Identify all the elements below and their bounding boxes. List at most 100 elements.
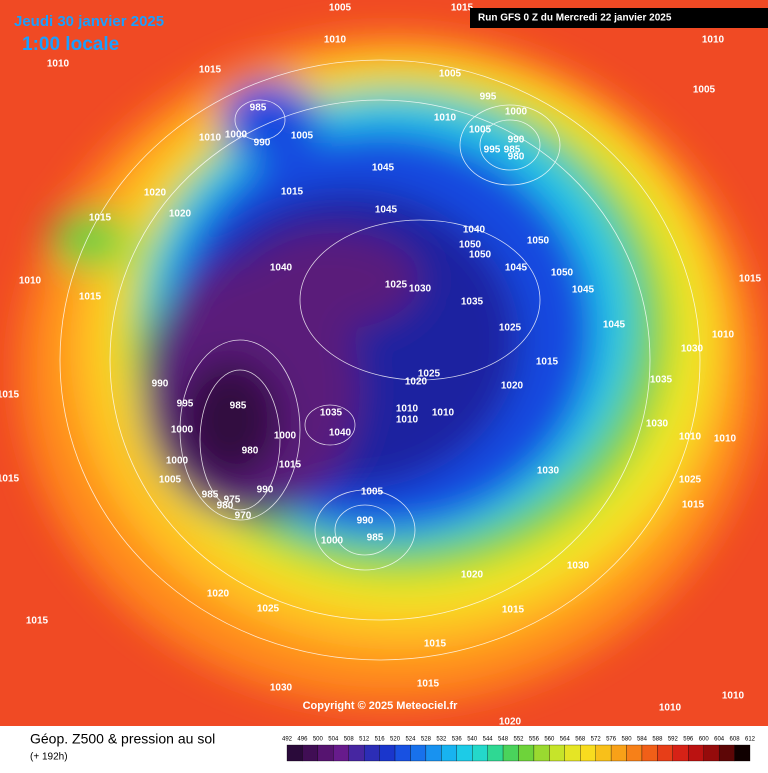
colorbar-label: 564 bbox=[560, 737, 571, 743]
colorbar-swatch bbox=[580, 744, 596, 762]
colorbar-swatch bbox=[564, 744, 581, 762]
pressure-label: 1030 bbox=[681, 344, 704, 355]
date: Jeudi 30 janvier 2025 bbox=[14, 13, 164, 30]
colorbar-swatch bbox=[502, 744, 519, 762]
footer-title: Géop. Z500 & pression au sol bbox=[30, 731, 215, 747]
pressure-label: 1045 bbox=[372, 163, 395, 174]
pressure-label: 985 bbox=[250, 103, 267, 114]
colorbar-swatch bbox=[533, 744, 550, 762]
colorbar-swatch bbox=[487, 744, 504, 762]
pressure-label: 1050 bbox=[469, 250, 492, 261]
pressure-label: 1010 bbox=[712, 330, 735, 341]
time: 1:00 locale bbox=[22, 34, 119, 55]
colorbar-label: 516 bbox=[375, 737, 386, 743]
pressure-label: 1020 bbox=[144, 188, 167, 199]
colorbar-swatch bbox=[718, 744, 735, 762]
colorbar-label: 508 bbox=[344, 737, 355, 743]
colorbar-label: 560 bbox=[544, 737, 555, 743]
colorbar-label: 608 bbox=[730, 737, 741, 743]
pressure-label: 1015 bbox=[199, 65, 222, 76]
colorbar-swatch bbox=[364, 744, 380, 762]
pressure-label: 980 bbox=[242, 446, 259, 457]
pressure-label: 1035 bbox=[320, 408, 343, 419]
pressure-label: 1050 bbox=[551, 268, 574, 279]
pressure-label: 1015 bbox=[0, 390, 20, 401]
colorbar-swatch bbox=[688, 744, 704, 762]
colorbar-label: 612 bbox=[745, 737, 756, 743]
pressure-label: 1000 bbox=[505, 107, 528, 118]
pressure-label: 1015 bbox=[89, 213, 112, 224]
pressure-label: 1030 bbox=[409, 284, 432, 295]
pressure-label: 980 bbox=[217, 501, 234, 512]
colorbar-swatch bbox=[549, 744, 565, 762]
pressure-label: 990 bbox=[152, 379, 169, 390]
pressure-label: 1020 bbox=[207, 589, 230, 600]
pressure-label: 1025 bbox=[679, 475, 702, 486]
pressure-label: 1015 bbox=[0, 474, 20, 485]
colorbar-swatch bbox=[518, 744, 535, 762]
colorbar-swatch bbox=[734, 744, 751, 762]
pressure-label: 1000 bbox=[321, 536, 344, 547]
pressure-label: 1020 bbox=[169, 209, 192, 220]
colorbar-label: 540 bbox=[467, 737, 478, 743]
pressure-label: 1010 bbox=[432, 408, 455, 419]
pressure-label: 990 bbox=[254, 138, 271, 149]
colorbar-swatch bbox=[657, 744, 673, 762]
pressure-label: 1015 bbox=[281, 187, 304, 198]
pressure-label: 1010 bbox=[396, 415, 419, 426]
pressure-label: 995 bbox=[177, 399, 194, 410]
colorbar-label: 524 bbox=[405, 737, 416, 743]
colorbar-label: 512 bbox=[359, 737, 370, 743]
pressure-label: 985 bbox=[367, 533, 384, 544]
pressure-label: 1030 bbox=[646, 419, 669, 430]
colorbar-label: 596 bbox=[683, 737, 694, 743]
pressure-label: 1040 bbox=[270, 263, 293, 274]
colorbar-label: 544 bbox=[483, 737, 494, 743]
pressure-label: 1005 bbox=[439, 69, 462, 80]
pressure-label: 1015 bbox=[424, 639, 447, 650]
colorbar-swatch bbox=[379, 744, 396, 762]
pressure-label: 990 bbox=[508, 135, 525, 146]
pressure-label: 990 bbox=[357, 516, 374, 527]
colorbar-label: 532 bbox=[436, 737, 447, 743]
pressure-label: 1000 bbox=[274, 431, 297, 442]
pressure-label: 1010 bbox=[722, 691, 745, 702]
colorbar-label: 536 bbox=[452, 737, 463, 743]
pressure-label: 985 bbox=[202, 490, 219, 501]
pressure-label: 1015 bbox=[279, 460, 302, 471]
colorbar-swatch bbox=[641, 744, 658, 762]
pressure-label: 1025 bbox=[418, 369, 441, 380]
colorbar-label: 584 bbox=[637, 737, 648, 743]
copyright: Copyright © 2025 Meteociel.fr bbox=[303, 700, 459, 712]
colorbar-swatch bbox=[348, 744, 365, 762]
colorbar-swatch bbox=[472, 744, 488, 762]
colorbar-swatch bbox=[456, 744, 473, 762]
pressure-label: 1005 bbox=[159, 475, 182, 486]
pressure-label: 1000 bbox=[171, 425, 194, 436]
colorbar-swatch bbox=[333, 744, 349, 762]
pressure-label: 1050 bbox=[527, 236, 550, 247]
pressure-label: 1015 bbox=[739, 274, 762, 285]
pressure-label: 1010 bbox=[396, 404, 419, 415]
pressure-label: 970 bbox=[235, 511, 252, 522]
pressure-label: 980 bbox=[508, 152, 525, 163]
pressure-label: 1045 bbox=[375, 205, 398, 216]
pressure-label: 1045 bbox=[603, 320, 626, 331]
colorbar-label: 600 bbox=[699, 737, 710, 743]
pressure-label: 1010 bbox=[434, 113, 457, 124]
colorbar-label: 572 bbox=[591, 737, 602, 743]
pressure-label: 1030 bbox=[537, 466, 560, 477]
pressure-label: 1000 bbox=[166, 456, 189, 467]
pressure-label: 1010 bbox=[714, 434, 737, 445]
colorbar-swatch bbox=[626, 744, 643, 762]
run-info: Run GFS 0 Z du Mercredi 22 janvier 2025 bbox=[478, 13, 672, 24]
colorbar-label: 604 bbox=[714, 737, 725, 743]
colorbar-swatch bbox=[672, 744, 689, 762]
pressure-label: 1035 bbox=[461, 297, 484, 308]
colorbar-label: 588 bbox=[652, 737, 663, 743]
pressure-label: 1040 bbox=[463, 225, 486, 236]
colorbar-label: 576 bbox=[606, 737, 617, 743]
pressure-label: 985 bbox=[504, 145, 521, 156]
